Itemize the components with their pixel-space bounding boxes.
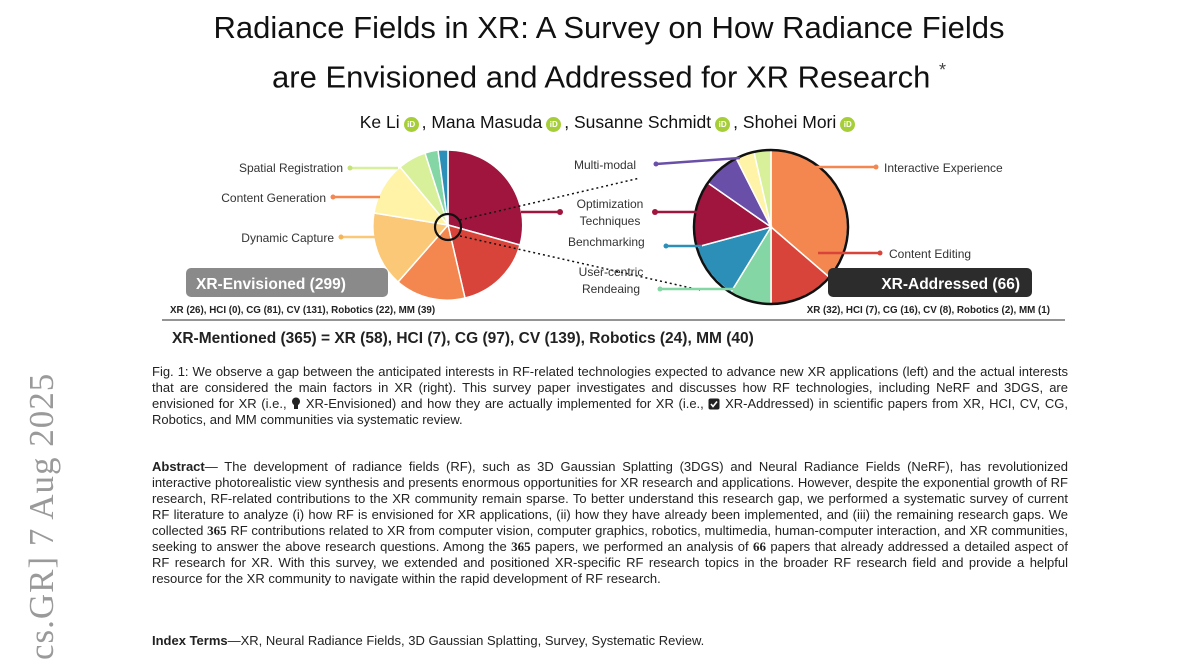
paper-title: Radiance Fields in XR: A Survey on How R… [150,6,1068,98]
figure-1: Spatial Registration Content Generation … [162,148,1065,347]
orcid-icon[interactable]: iD [840,117,856,132]
pie-slice [447,149,524,246]
pie-slice [437,149,449,226]
leader-dot [652,209,658,215]
addressed-counts: XR (32), HCI (7), CG (16), CV (8), Robot… [807,305,1050,316]
title-footnote-mark: * [938,60,946,80]
label-dynamic-capture: Dynamic Capture [241,231,334,245]
orcid-icon[interactable]: iD [403,117,419,132]
lightbulb-icon [292,397,301,409]
orcid-icon[interactable]: iD [715,117,731,132]
mentioned-summary: XR-Mentioned (365) = XR (58), HCI (7), C… [172,330,754,347]
caption-text: Fig. 1: We observe a gap between the ant… [152,364,1068,411]
author-name[interactable]: Mana Masuda [431,112,543,132]
caption-text: ) and how they are actually implemented … [391,396,709,411]
pie-slice [372,212,450,284]
label-optimization: Optimization [577,197,644,211]
title-line-2-text: are Envisioned and Addressed for XR Rese… [272,59,931,95]
envisioned-counts: XR (26), HCI (0), CG (81), CV (131), Rob… [170,305,435,316]
figure-caption: Fig. 1: We observe a gap between the ant… [152,364,1068,428]
abstract-text: papers that already addressed a detailed… [152,539,1068,586]
addressed-banner-label: XR-Addressed (66) [881,276,1020,293]
label-techniques: Techniques [580,214,641,228]
index-terms: Index Terms—XR, Neural Radiance Fields, … [152,633,1068,649]
abstract: Abstract— The development of radiance fi… [152,459,1068,587]
index-terms-text: —XR, Neural Radiance Fields, 3D Gaussian… [227,633,705,648]
abstract-number: 365 [511,539,531,554]
label-multi-modal: Multi-modal [574,158,636,172]
title-line-2: are Envisioned and Addressed for XR Rese… [150,49,1068,98]
author-name[interactable]: Ke Li [359,112,400,132]
abstract-text: RF contributions related to XR from comp… [152,523,1068,554]
label-user-centric: User-centric [579,265,644,279]
addressed-banner [828,268,1032,297]
leader-dot [557,209,563,215]
leader-dot [657,286,663,292]
zoom-circle [433,212,463,242]
leader-dot [873,164,879,170]
title-line-1: Radiance Fields in XR: A Survey on How R… [213,10,1005,45]
leader-dot [338,234,344,240]
abstract-label: Abstract [152,459,205,474]
author-name[interactable]: Shohei Mori [742,112,837,132]
caption-envisioned: XR-Envisioned [305,396,392,411]
caption-addressed: XR-Addressed [725,396,810,411]
label-content-editing: Content Editing [889,247,971,261]
abstract-text: — The development of radiance fields (RF… [152,459,1068,538]
author-name[interactable]: Susanne Schmidt [573,112,712,132]
leader-dot [653,161,659,167]
author-list: Ke Li iD, Mana Masuda iD, Susanne Schmidt i… [150,112,1068,133]
envisioned-pie [372,149,524,301]
envisioned-banner-label: XR-Envisioned (299) [196,276,346,293]
envisioned-banner [186,268,388,297]
zoom-connector [459,177,641,221]
leader-dot [347,165,353,171]
abstract-number: 66 [753,539,767,554]
index-terms-label: Index Terms [152,633,228,648]
leader-dot [330,194,336,200]
label-rendeaing: Rendeaing [582,282,640,296]
label-content-generation: Content Generation [221,191,326,205]
orcid-icon[interactable]: iD [546,117,562,132]
addressed-pie [692,148,850,306]
label-interactive-experience: Interactive Experience [884,161,1003,175]
zoom-connector [459,235,701,291]
abstract-text: papers, we performed an analysis of [530,539,754,554]
leader-dot [877,250,883,256]
caption-text: ) in scientific papers from XR, HCI, CV,… [152,396,1068,427]
leader-line [655,156,741,166]
checkbox-icon [708,398,720,410]
arxiv-stamp: cs.GR] 7 Aug 2025 [22,372,61,660]
pie-slice [396,223,466,301]
abstract-number: 365 [207,523,227,538]
label-spatial-registration: Spatial Registration [239,161,343,175]
leader-dot [663,243,669,249]
zoom-circle-outline [692,148,850,306]
label-benchmarking: Benchmarking [568,235,645,249]
